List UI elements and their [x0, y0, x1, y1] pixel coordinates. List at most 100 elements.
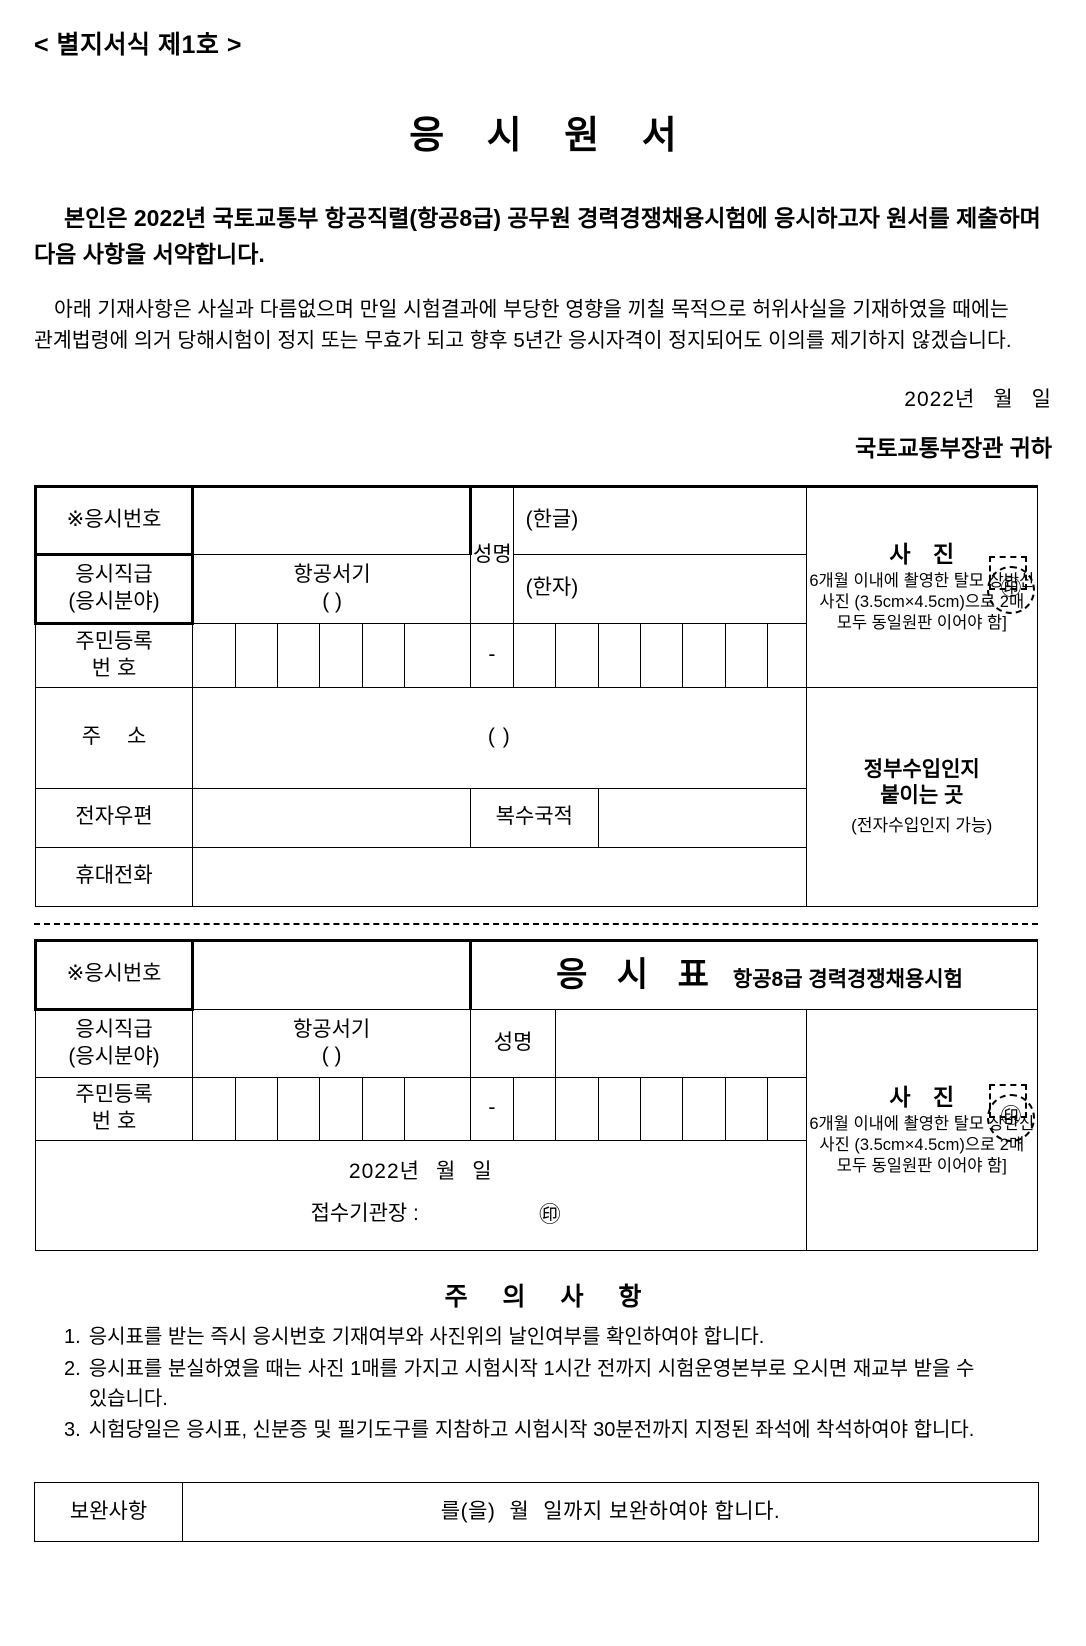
ticket-issue-date: 2022년 월 일 — [36, 1159, 806, 1185]
supplement-text-part3: 일까지 보완하여야 합니다. — [543, 1499, 781, 1523]
ticket-name-field[interactable] — [555, 1008, 807, 1078]
photo-box-note: 6개월 이내에 촬영한 탈모 상반신 사진 (3.5cm×4.5cm)으로 2매… — [809, 571, 1035, 633]
ticket-rrn-digit-cell[interactable] — [597, 1076, 641, 1141]
grade-label: 응시직급 (응시분야) — [33, 552, 195, 625]
receiving-authority-label: 접수기관장 : — [310, 1202, 419, 1226]
mobile-label: 휴대전화 — [34, 846, 194, 907]
ticket-rrn-digit-cell[interactable] — [361, 1076, 406, 1141]
ticket-photo-box[interactable]: 사 진 6개월 이내에 촬영한 탈모 상반신 사진 (3.5cm×4.5cm)으… — [805, 1008, 1039, 1252]
application-date-line: 2022년 월 일 — [34, 383, 1052, 413]
exam-number-label: ※응시번호 — [33, 484, 195, 556]
ticket-photo-note: 6개월 이내에 촬영한 탈모 상반신 사진 (3.5cm×4.5cm)으로 2매… — [809, 1114, 1035, 1175]
rrn-digit-cell[interactable] — [319, 622, 363, 688]
ticket-exam-number-input[interactable] — [192, 938, 473, 1010]
rrn-digit-cell[interactable] — [767, 622, 807, 688]
mobile-field[interactable] — [192, 846, 807, 907]
ticket-rrn-digit-cell[interactable] — [276, 1076, 321, 1141]
ticket-rrn-digit-cell[interactable] — [192, 1076, 236, 1141]
supplement-text-part1: 를(을) — [440, 1499, 496, 1523]
notices-list: 1. 응시표를 받는 즉시 응시번호 기재여부와 사진위의 날인여부를 확인하여… — [34, 1323, 1052, 1445]
ticket-date-day: 일 — [472, 1159, 493, 1183]
revenue-stamp-box[interactable]: 정부수입인지 붙이는 곳 (전자수입인지 가능) — [805, 686, 1039, 907]
rrn-digit-cell[interactable] — [361, 622, 406, 688]
ticket-rrn-digit-cell[interactable] — [319, 1076, 363, 1141]
notice-text: 시험당일은 응시표, 신분증 및 필기도구를 지참하고 시험시작 30분전까지 … — [88, 1419, 975, 1442]
ticket-signature-cell: 2022년 월 일 접수기관장 : ㊞ — [35, 1139, 807, 1252]
page-title: 응 시 원 서 — [409, 115, 693, 157]
form-code: < 별지서식 제1호 > — [34, 31, 242, 59]
revenue-stamp-sub: (전자수입인지 가능) — [851, 816, 993, 836]
pledge-paragraph: 본인은 2022년 국토교통부 항공직렬(항공8급) 공무원 경력경쟁채용시험에… — [34, 205, 1041, 267]
notice-number: 1. — [64, 1326, 81, 1349]
ticket-grade-label: 응시직급 (응시분야) — [34, 1008, 194, 1078]
notice-number: 2. — [64, 1357, 81, 1380]
ticket-rrn-digit-cell[interactable] — [724, 1076, 769, 1141]
notice-text: 응시표를 분실하였을 때는 사진 1매를 가지고 시험시작 1시간 전까지 시험… — [88, 1357, 975, 1410]
rrn-digit-cell[interactable] — [724, 622, 769, 688]
notice-item: 1. 응시표를 받는 즉시 응시번호 기재여부와 사진위의 날인여부를 확인하여… — [34, 1323, 1052, 1353]
photo-box-title: 사 진 — [889, 541, 963, 568]
ticket-rrn-label: 주민등록 번 호 — [34, 1076, 194, 1141]
ticket-rrn-digit-cell[interactable] — [234, 1076, 278, 1141]
ticket-rrn-digit-cell[interactable] — [639, 1076, 684, 1141]
ticket-grade-value[interactable]: 항공서기 ( ) — [192, 1008, 472, 1078]
rrn-digit-cell[interactable] — [639, 622, 684, 688]
notice-item: 3. 시험당일은 응시표, 신분증 및 필기도구를 지참하고 시험시작 30분전… — [34, 1416, 1052, 1446]
application-table: ※응시번호 성명 (한글) 사 진 6개월 이내에 촬영한 탈모 상반신 사진 … — [33, 484, 1039, 907]
date-month: 월 — [993, 387, 1014, 411]
supplement-table-wrapper: 보완사항 를(을) 월 일까지 보완하여야 합니다. — [34, 1481, 1052, 1542]
notice-number: 3. — [64, 1419, 81, 1442]
email-field[interactable] — [192, 787, 472, 848]
revenue-stamp-line1: 정부수입인지 — [863, 757, 980, 781]
supplement-text-cell[interactable]: 를(을) 월 일까지 보완하여야 합니다. — [182, 1481, 1039, 1542]
rrn-digit-cell[interactable] — [597, 622, 641, 688]
photo-seal-icon: ㊞ — [987, 565, 1035, 614]
dual-nationality-field[interactable] — [597, 787, 807, 848]
rrn-digit-cell[interactable] — [192, 622, 236, 688]
ticket-date-year: 2022년 — [348, 1159, 420, 1183]
rrn-label: 주민등록 번 호 — [34, 622, 194, 688]
ticket-table-wrapper: ※응시번호 응 시 표 항공8급 경력경쟁채용시험 응시직급 (응시분야) — [33, 938, 1052, 1252]
rrn-digit-cell[interactable] — [512, 622, 557, 688]
ticket-rrn-digit-cell[interactable] — [682, 1076, 726, 1141]
supplement-label: 보완사항 — [34, 1481, 183, 1542]
notice-item: 2. 응시표를 분실하였을 때는 사진 1매를 가지고 시험시작 1시간 전까지… — [34, 1355, 1052, 1414]
ticket-subtitle: 항공8급 경력경쟁채용시험 — [732, 967, 963, 991]
ticket-rrn-digit-cell[interactable] — [767, 1076, 807, 1141]
addressee: 국토교통부장관 귀하 — [855, 434, 1052, 461]
declaration-paragraph: 아래 기재사항은 사실과 다름없으며 만일 시험결과에 부당한 영향을 끼칠 목… — [34, 298, 1012, 353]
name-hangul-field[interactable]: (한글) — [512, 484, 807, 555]
supplement-table: 보완사항 를(을) 월 일까지 보완하여야 합니다. — [34, 1481, 1039, 1542]
photo-box[interactable]: 사 진 6개월 이내에 촬영한 탈모 상반신 사진 (3.5cm×4.5cm)으… — [805, 484, 1039, 688]
name-label: 성명 — [470, 484, 514, 624]
grade-value[interactable]: 항공서기 ( ) — [192, 553, 472, 624]
rrn-separator: - — [470, 622, 514, 688]
notice-text: 응시표를 받는 즉시 응시번호 기재여부와 사진위의 날인여부를 확인하여야 합… — [88, 1326, 765, 1349]
revenue-stamp-line2: 붙이는 곳 — [880, 783, 964, 807]
notices-title: 주 의 사 항 — [444, 1283, 656, 1312]
ticket-rrn-separator: - — [470, 1076, 514, 1141]
exam-number-input[interactable] — [192, 484, 473, 555]
ticket-date-month: 월 — [435, 1159, 457, 1183]
date-day: 일 — [1031, 387, 1052, 411]
email-label: 전자우편 — [34, 787, 194, 848]
rrn-digit-cell[interactable] — [276, 622, 321, 688]
ticket-title-cell: 응 시 표 항공8급 경력경쟁채용시험 — [470, 938, 1038, 1010]
address-label: 주 소 — [34, 686, 194, 789]
ticket-rrn-digit-cell[interactable] — [404, 1076, 472, 1141]
rrn-digit-cell[interactable] — [404, 622, 472, 688]
ticket-name-label: 성명 — [470, 1008, 557, 1078]
rrn-digit-cell[interactable] — [234, 622, 278, 688]
ticket-photo-title: 사 진 — [889, 1083, 963, 1110]
ticket-title: 응 시 표 — [556, 955, 719, 994]
dual-nationality-label: 복수국적 — [470, 787, 599, 848]
ticket-rrn-digit-cell[interactable] — [512, 1076, 557, 1141]
date-year: 2022년 — [904, 387, 976, 411]
name-hanja-field[interactable]: (한자) — [512, 553, 807, 624]
ticket-rrn-digit-cell[interactable] — [555, 1076, 599, 1141]
application-table-wrapper: ※응시번호 성명 (한글) 사 진 6개월 이내에 촬영한 탈모 상반신 사진 … — [33, 484, 1052, 907]
rrn-digit-cell[interactable] — [682, 622, 726, 688]
address-field[interactable]: ( ) — [192, 686, 807, 789]
rrn-digit-cell[interactable] — [555, 622, 599, 688]
